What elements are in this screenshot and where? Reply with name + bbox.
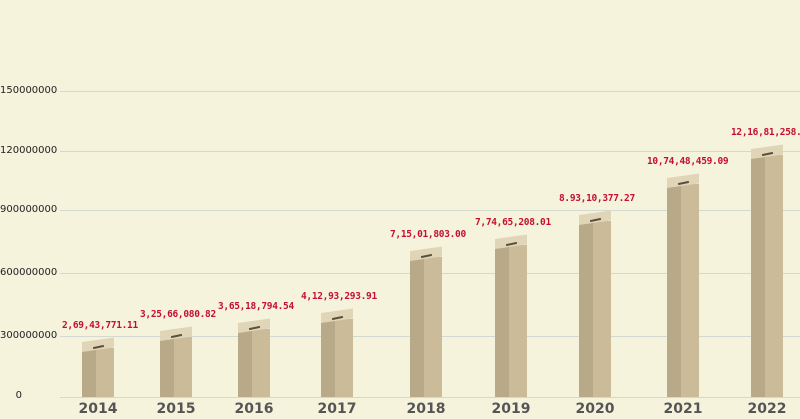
x-tick-label: 2016: [234, 401, 274, 417]
bar-2021: [667, 173, 699, 397]
data-label: 7,74,65,208.01: [475, 216, 551, 228]
bar-2018: [410, 246, 442, 397]
y-tick-label: 0: [15, 390, 22, 401]
y-tick-label: 900000000: [0, 204, 58, 215]
x-tick-label: 2020: [575, 401, 615, 417]
data-label: 3,25,66,080.82: [140, 308, 216, 320]
bar-2016: [238, 318, 270, 397]
x-tick-label: 2019: [491, 401, 531, 417]
x-tick-label: 2017: [317, 401, 357, 417]
data-label: 7,15,01,803.00: [390, 229, 466, 241]
x-tick-label: 2022: [747, 401, 787, 417]
gridline-3: [60, 210, 800, 211]
bar-2015: [160, 326, 192, 397]
y-tick-label: 120000000: [0, 145, 58, 156]
x-tick-label: 2021: [663, 401, 703, 417]
gridline-0: [60, 397, 800, 398]
bar-2017: [321, 308, 353, 397]
x-tick-label: 2015: [156, 401, 196, 417]
data-label: 4,12,93,293.91: [301, 290, 377, 302]
x-tick-label: 2014: [78, 401, 118, 417]
data-label: 8.93,10,377.27: [559, 192, 635, 204]
gridline-5: [60, 91, 800, 92]
bar-2014: [82, 337, 114, 397]
data-label: 3,65,18,794.54: [218, 300, 294, 312]
data-label: 12,16,81,258.49: [731, 126, 800, 138]
bar-2020: [579, 210, 611, 397]
bar-2022: [751, 144, 783, 397]
data-label: 10,74,48,459.09: [647, 155, 729, 167]
y-tick-label: 300000000: [0, 330, 58, 341]
y-tick-label: 150000000: [0, 85, 58, 96]
gridline-4: [60, 151, 800, 152]
bar-2019: [495, 234, 527, 397]
y-tick-label: 600000000: [0, 267, 58, 278]
x-tick-label: 2018: [406, 401, 446, 417]
data-label: 2,69,43,771.11: [62, 320, 138, 332]
